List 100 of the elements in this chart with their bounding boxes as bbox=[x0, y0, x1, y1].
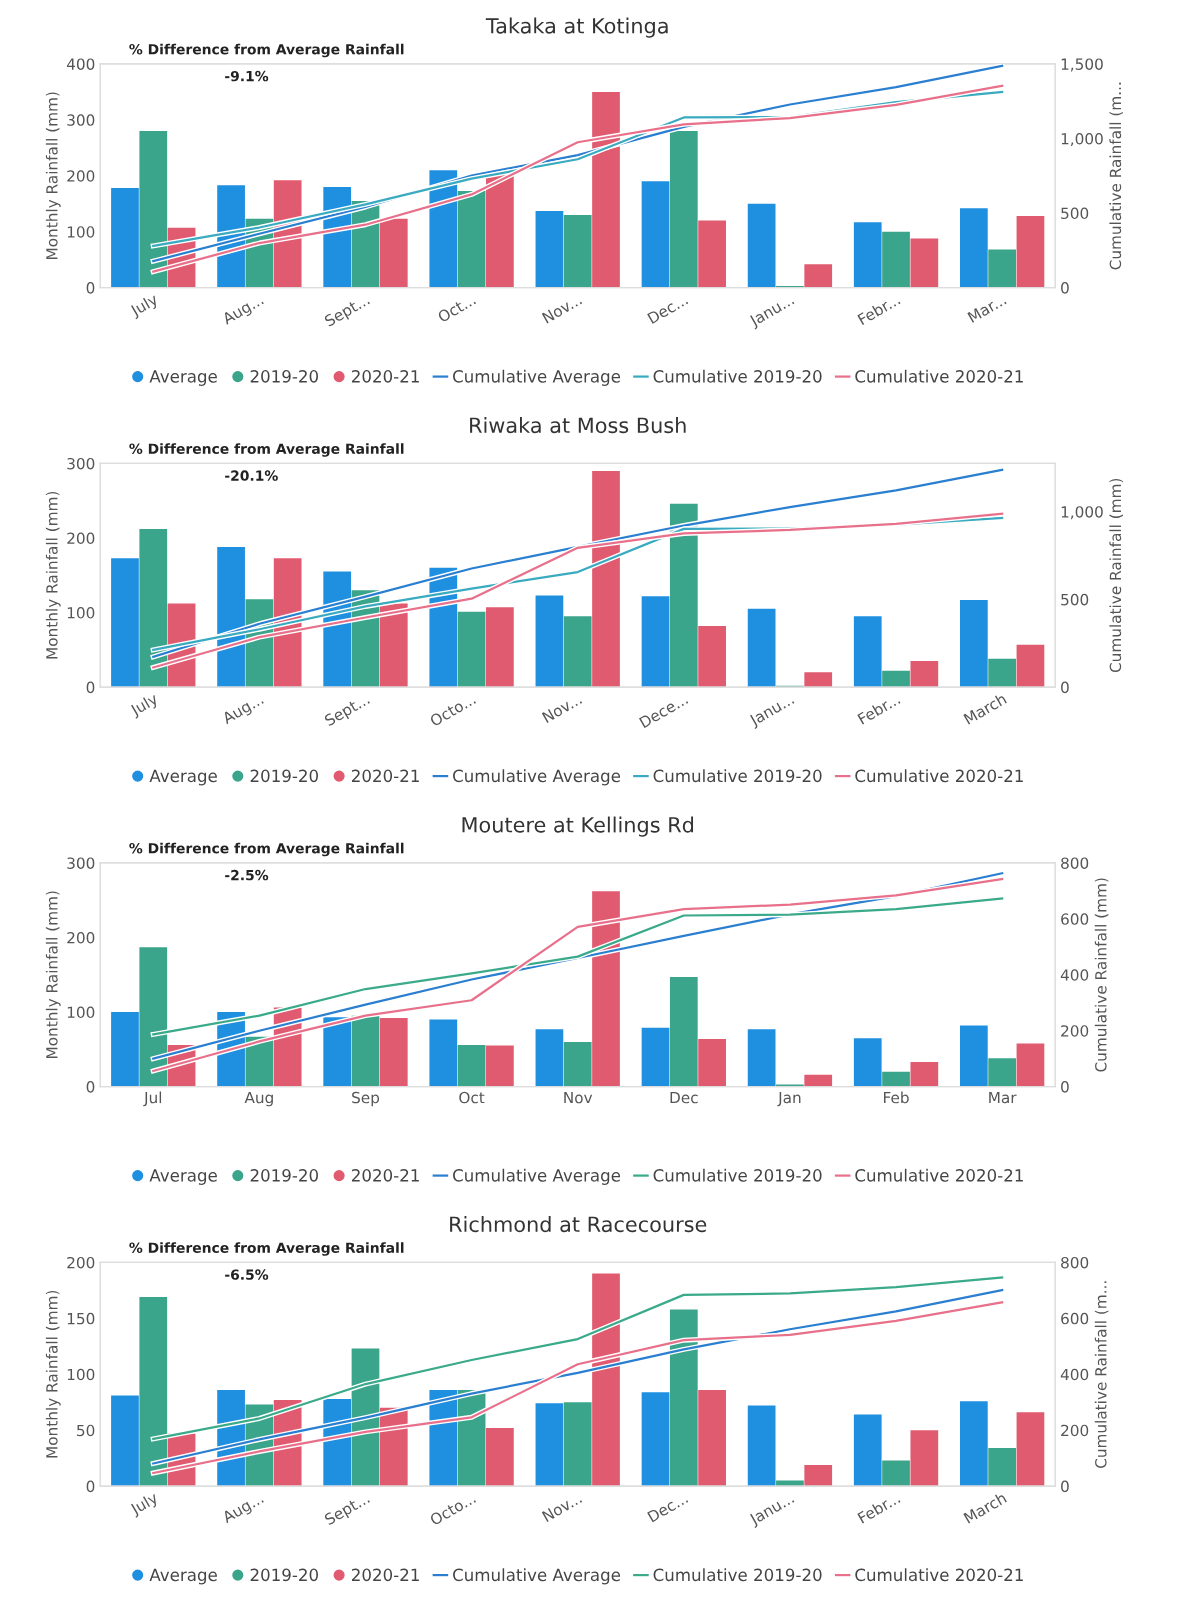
legend-label: 2020-21 bbox=[351, 370, 419, 383]
legend-label: 2020-21 bbox=[351, 769, 419, 783]
legend-label: Cumulative Average bbox=[453, 1168, 621, 1185]
x-tick-label: Sept... bbox=[323, 293, 372, 330]
y-tick-label: 100 bbox=[67, 1006, 95, 1019]
x-tick-label: Octo... bbox=[429, 693, 477, 727]
legend-label: Average bbox=[149, 1169, 217, 1185]
y-tick-label: 0 bbox=[86, 1081, 95, 1093]
x-tick-label: Febr... bbox=[857, 692, 901, 725]
y2-tick-label: 0 bbox=[1061, 1480, 1069, 1493]
y-tick-label: 0 bbox=[86, 282, 95, 294]
y-axis-title: Monthly Rainfall (mm) bbox=[45, 92, 61, 259]
text: % Difference from Average Rainfall bbox=[129, 43, 404, 58]
legend-label: Cumulative 2019-20 bbox=[653, 1168, 822, 1182]
legend-label: Cumulative 2019-20 bbox=[653, 769, 822, 783]
x-tick-label: Nov bbox=[564, 1091, 593, 1104]
y-tick-label: 300 bbox=[67, 457, 95, 470]
legend-label: 2019-20 bbox=[250, 370, 318, 383]
legend-label: 2019-20 bbox=[250, 1169, 318, 1182]
y-tick-label: 200 bbox=[67, 532, 95, 545]
y2-tick-label: 800 bbox=[1061, 857, 1089, 869]
chart-title: Richmond at Racecourse bbox=[450, 1216, 707, 1233]
x-tick-label: Octo... bbox=[429, 1492, 477, 1526]
legend-label: Cumulative 2020-21 bbox=[855, 1168, 1023, 1182]
chart-title: Riwaka at Moss Bush bbox=[470, 417, 686, 434]
y2-tick-label: 1,500 bbox=[1061, 58, 1103, 72]
y2-tick-label: 800 bbox=[1061, 1256, 1089, 1269]
annotation: -9.1% bbox=[225, 70, 269, 82]
text: % Difference from Average Rainfall bbox=[129, 443, 404, 457]
y-tick-label: 100 bbox=[67, 1368, 95, 1381]
x-tick-label: Oct... bbox=[436, 293, 477, 323]
x-tick-label: Aug... bbox=[221, 293, 266, 328]
legend-label: 2020-21 bbox=[351, 1568, 419, 1582]
legend-label: Cumulative Average bbox=[453, 369, 621, 386]
legend-label: Cumulative Average bbox=[453, 1568, 621, 1585]
x-tick-label: Sep bbox=[352, 1091, 380, 1107]
chart-title: Moutere at Kellings Rd bbox=[462, 816, 694, 837]
x-tick-label: Jul bbox=[143, 1091, 162, 1107]
y2-axis-title: Cumulative Rainfall (m... bbox=[1109, 82, 1123, 270]
legend-label: Cumulative 2020-21 bbox=[855, 1568, 1023, 1582]
x-tick-label: Febr... bbox=[857, 293, 901, 326]
y2-tick-label: 400 bbox=[1060, 969, 1089, 981]
legend-label: 2019-20 bbox=[250, 1568, 318, 1582]
x-tick-label: Dec... bbox=[647, 293, 689, 325]
y-tick-label: 0 bbox=[86, 1480, 95, 1493]
y-tick-label: 200 bbox=[67, 1256, 95, 1269]
x-tick-label: Sept... bbox=[323, 1492, 372, 1528]
legend-label: Average bbox=[149, 1568, 217, 1585]
y2-axis-title: Cumulative Rainfall (mm) bbox=[1094, 878, 1109, 1072]
legend-label: Average bbox=[149, 769, 217, 786]
y-tick-label: 200 bbox=[67, 170, 95, 182]
y-tick-label: 300 bbox=[67, 857, 95, 869]
x-tick-label: Dec bbox=[670, 1091, 698, 1104]
y2-tick-label: 0 bbox=[1061, 282, 1069, 294]
x-tick-label: July bbox=[128, 692, 161, 719]
legend-label: 2019-20 bbox=[250, 769, 318, 783]
y-tick-label: 200 bbox=[67, 931, 95, 944]
annotation: -20.1% bbox=[225, 470, 278, 481]
text: % Difference from Average Rainfall bbox=[129, 1242, 404, 1256]
y-tick-label: 300 bbox=[67, 114, 95, 126]
y-tick-label: 100 bbox=[67, 607, 95, 619]
annotation: -6.5% bbox=[225, 1269, 269, 1280]
y-tick-label: 0 bbox=[86, 681, 95, 694]
legend-label: Cumulative 2020-21 bbox=[855, 769, 1023, 783]
x-tick-label: Aug... bbox=[221, 1492, 266, 1526]
x-tick-label: Sept... bbox=[323, 693, 372, 729]
y2-tick-label: 200 bbox=[1061, 1025, 1089, 1037]
legend-label: Cumulative 2019-20 bbox=[653, 1568, 822, 1582]
y2-tick-label: 600 bbox=[1061, 1312, 1089, 1325]
x-tick-label: Aug... bbox=[221, 693, 266, 727]
y2-tick-label: 400 bbox=[1060, 1368, 1089, 1381]
x-tick-label: July bbox=[128, 1491, 161, 1518]
x-tick-label: Febr... bbox=[857, 1491, 901, 1524]
x-tick-label: Mar bbox=[989, 1091, 1017, 1104]
legend-label: 2020-21 bbox=[351, 1169, 419, 1182]
x-tick-label: Nov... bbox=[541, 293, 583, 324]
y-axis-title: Monthly Rainfall (mm) bbox=[45, 491, 61, 659]
legend-label: Cumulative Average bbox=[453, 769, 621, 786]
y2-axis-title: Cumulative Rainfall (mm) bbox=[1109, 478, 1123, 673]
y-tick-label: 400 bbox=[66, 58, 95, 70]
x-tick-label: Jan bbox=[777, 1091, 801, 1107]
y-axis-title: Monthly Rainfall (mm) bbox=[45, 1290, 61, 1458]
y2-tick-label: 0 bbox=[1061, 1081, 1069, 1093]
y-tick-label: 150 bbox=[67, 1312, 95, 1325]
y2-tick-label: 500 bbox=[1061, 593, 1089, 606]
y-axis-title: Monthly Rainfall (mm) bbox=[45, 891, 61, 1058]
x-tick-label: July bbox=[128, 292, 161, 320]
chart-title: Takaka at Kotinga bbox=[485, 17, 668, 38]
legend-label: Cumulative 2019-20 bbox=[653, 369, 822, 383]
y2-tick-label: 1,000 bbox=[1061, 132, 1103, 147]
y2-tick-label: 600 bbox=[1061, 913, 1089, 925]
x-tick-label: Nov... bbox=[541, 693, 583, 724]
y2-tick-label: 1,000 bbox=[1061, 506, 1103, 520]
y-tick-label: 100 bbox=[67, 226, 95, 238]
y-tick-label: 50 bbox=[77, 1424, 95, 1437]
x-tick-label: Oct bbox=[459, 1091, 485, 1104]
x-tick-label: Nov... bbox=[541, 1492, 583, 1523]
x-tick-label: Mar... bbox=[967, 293, 1007, 323]
legend-label: Cumulative 2020-21 bbox=[855, 369, 1023, 383]
y2-tick-label: 200 bbox=[1061, 1424, 1089, 1437]
